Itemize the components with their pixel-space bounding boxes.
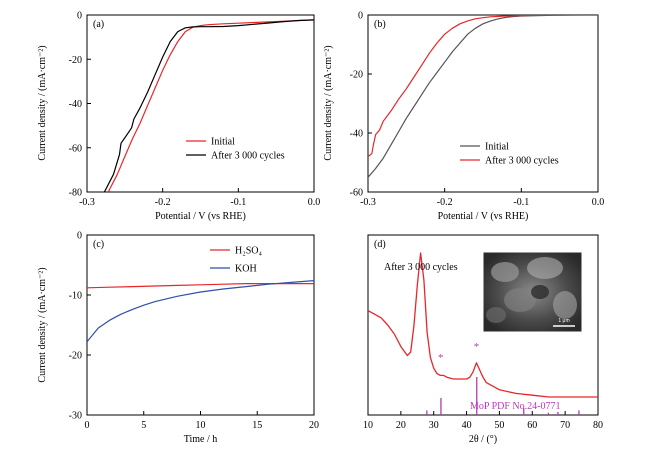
x-tick-label-d-3: 40 bbox=[462, 420, 472, 431]
legend-text-after-a: After 3 000 cycles bbox=[211, 151, 285, 162]
x-tick-label-b-1: -0.2 bbox=[437, 197, 453, 208]
legend-text-initial-a: Initial bbox=[211, 137, 235, 148]
panel-label-b: (b) bbox=[374, 19, 386, 30]
y-tick-label-a-4: -80 bbox=[69, 188, 82, 199]
y-tick-label-a-3: -60 bbox=[69, 143, 82, 154]
plot-frame-c bbox=[86, 234, 315, 416]
y-tick-label-a-2: -40 bbox=[69, 99, 82, 110]
x-tick-label-b-3: 0.0 bbox=[592, 197, 605, 208]
x-tick-label-d-0: 10 bbox=[363, 420, 373, 431]
x-axis-label-b: Potential / V (vs RHE) bbox=[438, 211, 529, 222]
x-tick-label-d-4: 50 bbox=[494, 420, 504, 431]
x-tick-label-c-4: 20 bbox=[309, 420, 319, 431]
peak-marker-1: * bbox=[438, 352, 444, 364]
x-tick-label-b-2: -0.1 bbox=[513, 197, 529, 208]
x-tick-label-a-2: -0.1 bbox=[230, 197, 246, 208]
x-tick-label-c-2: 10 bbox=[196, 420, 206, 431]
x-tick-label-a-0: -0.3 bbox=[79, 197, 95, 208]
legend-c: H₂SO₄ KOH bbox=[210, 246, 262, 275]
legend-text-koh: KOH bbox=[235, 264, 257, 275]
y-tick-label-b-1: -20 bbox=[350, 70, 363, 81]
x-tick-label-d-7: 80 bbox=[593, 420, 603, 431]
legend-text-after-b: After 3 000 cycles bbox=[485, 156, 559, 167]
reference-pattern-label: MoP PDF No.24-0771 bbox=[470, 401, 560, 412]
y-tick-label-a-0: 0 bbox=[77, 11, 82, 22]
peak-marker-2: * bbox=[474, 341, 480, 353]
legend-b: Initial After 3 000 cycles bbox=[460, 142, 559, 167]
legend-a: Initial After 3 000 cycles bbox=[186, 137, 285, 162]
plot-frame-d bbox=[367, 234, 599, 416]
y-tick-label-b-3: -60 bbox=[350, 188, 363, 199]
y-axis-label-a: Current density / (mA·cm⁻²) bbox=[37, 45, 48, 160]
y-tick-label-a-1: -20 bbox=[69, 55, 82, 66]
y-tick-label-c-0: 0 bbox=[77, 231, 82, 242]
x-tick-label-c-3: 15 bbox=[252, 420, 262, 431]
y-tick-label-b-2: -40 bbox=[350, 129, 363, 140]
x-tick-label-c-1: 5 bbox=[141, 420, 146, 431]
plot-frame-b bbox=[367, 14, 599, 193]
y-axis-label-c: Current density / (mA·cm⁻²) bbox=[37, 267, 48, 382]
panel-a: (a) -0.3 -0.2 -0.1 0.0 0 -20 -40 -60 -80 Potenti… bbox=[37, 11, 320, 223]
series-line-b-1 bbox=[368, 15, 598, 158]
panel-label-a: (a) bbox=[93, 19, 104, 30]
y-tick-label-c-1: -10 bbox=[69, 291, 82, 302]
x-tick-label-d-1: 20 bbox=[396, 420, 406, 431]
panel-d: (d) 10 20 30 40 50 60 70 80 After 3 000 cycles … bbox=[363, 234, 603, 445]
series-line-c-0 bbox=[87, 283, 314, 289]
legend-text-initial-b: Initial bbox=[485, 142, 509, 153]
series-line-b-0 bbox=[368, 15, 598, 178]
series-line-a-1 bbox=[103, 19, 314, 192]
panel-label-c: (c) bbox=[93, 239, 104, 250]
legend-text-h2so4: H₂SO₄ bbox=[235, 246, 262, 257]
y-axis-label-b: Current density / (mA·cm⁻²) bbox=[323, 45, 334, 160]
x-tick-label-a-1: -0.2 bbox=[155, 197, 171, 208]
x-axis-label-a: Potential / V (vs RHE) bbox=[155, 211, 246, 222]
y-tick-label-c-2: -20 bbox=[69, 351, 82, 362]
panel-c: (c) 0 5 10 15 20 0 -10 -20 -30 Time / h Current … bbox=[37, 231, 319, 446]
series-line-a-0 bbox=[107, 19, 314, 192]
x-axis-label-c: Time / h bbox=[184, 434, 218, 445]
xrd-annotation: After 3 000 cycles bbox=[384, 262, 458, 273]
x-tick-label-a-3: 0.0 bbox=[308, 197, 321, 208]
y-tick-label-c-3: -30 bbox=[69, 411, 82, 422]
x-tick-label-d-6: 70 bbox=[560, 420, 570, 431]
sem-inset-image: 1 μm bbox=[482, 251, 583, 333]
panel-label-d: (d) bbox=[374, 239, 386, 250]
scale-bar-label: 1 μm bbox=[558, 318, 569, 324]
x-tick-label-c-0: 0 bbox=[85, 420, 90, 431]
panel-b: (b) -0.3 -0.2 -0.1 0.0 0 -20 -40 -60 Potential … bbox=[323, 11, 604, 223]
x-tick-label-b-0: -0.3 bbox=[360, 197, 376, 208]
series-line-d-0 bbox=[368, 252, 598, 398]
x-tick-label-d-2: 30 bbox=[429, 420, 439, 431]
x-tick-label-d-5: 60 bbox=[527, 420, 537, 431]
series-line-c-1 bbox=[87, 280, 314, 343]
x-axis-label-d: 2θ / (°) bbox=[469, 434, 497, 445]
y-tick-label-b-0: 0 bbox=[358, 11, 363, 22]
